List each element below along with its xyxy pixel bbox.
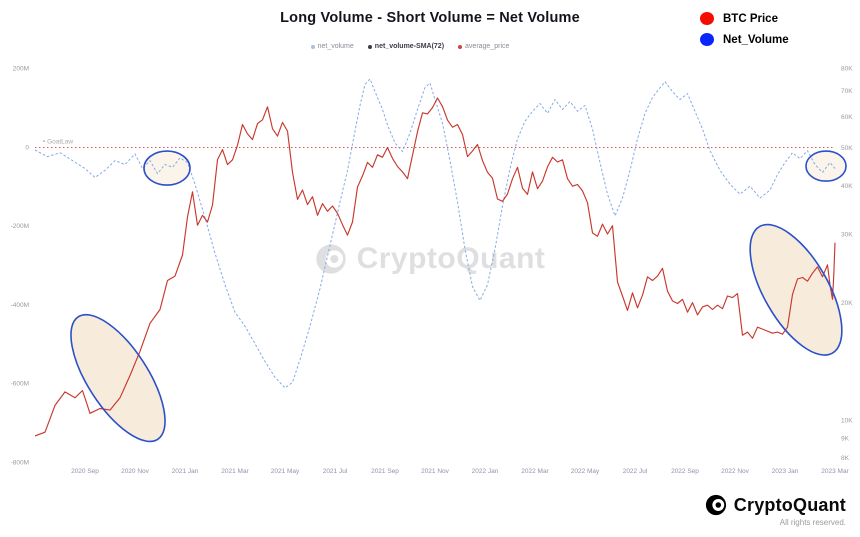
footer-logo-row: CryptoQuant [705,494,846,516]
x-axis-tick: 2022 May [571,468,600,475]
right-axis-tick: 40K [841,183,853,190]
right-axis-tick: 10K [841,417,853,424]
price-volume-legend: BTC Price Net_Volume [700,12,789,46]
annotation-ellipse-fill [70,314,166,442]
annotation-ellipse [749,223,843,356]
cryptoquant-logo-icon [705,494,726,516]
x-axis-tick: 2021 Jul [323,468,348,475]
footer-brand: CryptoQuant All rights reserved. [705,494,846,527]
series-legend: net_volume net_volume-SMA(72) average_pr… [0,43,840,50]
left-axis-tick: -800M [11,460,29,467]
net-volume-dot-icon [700,33,714,46]
legend-item-btc-price: BTC Price [700,12,789,25]
left-axis-tick: -200M [11,223,29,230]
left-axis-tick: 200M [13,66,29,73]
x-axis-tick: 2022 Jul [623,468,648,475]
chart-title: Long Volume - Short Volume = Net Volume [280,10,580,26]
series-toggle-net-volume[interactable]: net_volume [310,43,354,50]
x-axis-tick: 2023 Mar [821,468,849,475]
annotation-ellipse-fill [750,224,842,356]
x-axis-tick: 2021 May [271,468,300,475]
annotation-ellipse [70,313,166,443]
x-axis-tick: 2021 Sep [371,468,399,475]
right-axis-tick: 30K [841,232,853,239]
right-axis-tick: 60K [841,114,853,121]
series-toggle-label: average_price [465,43,510,50]
x-axis-tick: 2022 Jan [472,468,499,475]
series-toggle-label: net_volume [317,43,354,50]
right-axis-tick: 20K [841,300,853,307]
x-axis-tick: 2021 Nov [421,468,450,475]
legend-label-btc-price: BTC Price [723,12,778,25]
annotation-ellipse [143,150,191,186]
right-axis-tick: 70K [841,88,853,95]
x-axis-tick: 2021 Jan [172,468,199,475]
series-toggle-average-price[interactable]: average_price [458,43,509,50]
x-axis-tick: 2023 Jan [772,468,799,475]
zero-line-label: • GoatLaw [43,139,73,146]
x-axis-tick: 2021 Mar [221,468,249,475]
left-axis-tick: -400M [11,302,29,309]
right-axis-tick: 50K [841,145,853,152]
x-axis-tick: 2020 Nov [121,468,150,475]
series-toggle-label: net_volume-SMA(72) [374,43,445,50]
right-axis-tick: 80K [841,66,853,73]
net-volume-sma-bullet-icon [367,44,372,49]
annotation-ellipse [805,150,847,182]
x-axis-tick: 2022 Sep [671,468,699,475]
series-toggle-net-volume-sma[interactable]: net_volume-SMA(72) [367,43,445,50]
right-axis-tick: 9K [841,435,850,442]
left-axis-tick: 0 [25,144,29,151]
series-line-net_volume-SMA(72) [34,78,836,389]
right-axis-tick: 8K [841,455,850,462]
legend-item-net-volume: Net_Volume [700,33,789,46]
chart-canvas[interactable]: • GoatLaw 200M 0 -200M -400M -600M -800M 80K 70K… [0,58,860,478]
legend-label-net-volume: Net_Volume [723,33,789,46]
net-volume-bullet-icon [310,44,315,49]
x-axis-tick: 2020 Sep [71,468,99,475]
footer-brand-name: CryptoQuant [733,494,846,515]
average-price-bullet-icon [458,44,463,49]
series-line-BTC Price [34,97,836,437]
footer-rights: All rights reserved. [779,518,846,527]
left-axis-tick: -600M [11,381,29,388]
annotation-ellipse-fill [806,151,846,182]
x-axis-tick: 2022 Mar [521,468,549,475]
x-axis-tick: 2022 Nov [721,468,750,475]
btc-price-dot-icon [700,12,714,25]
